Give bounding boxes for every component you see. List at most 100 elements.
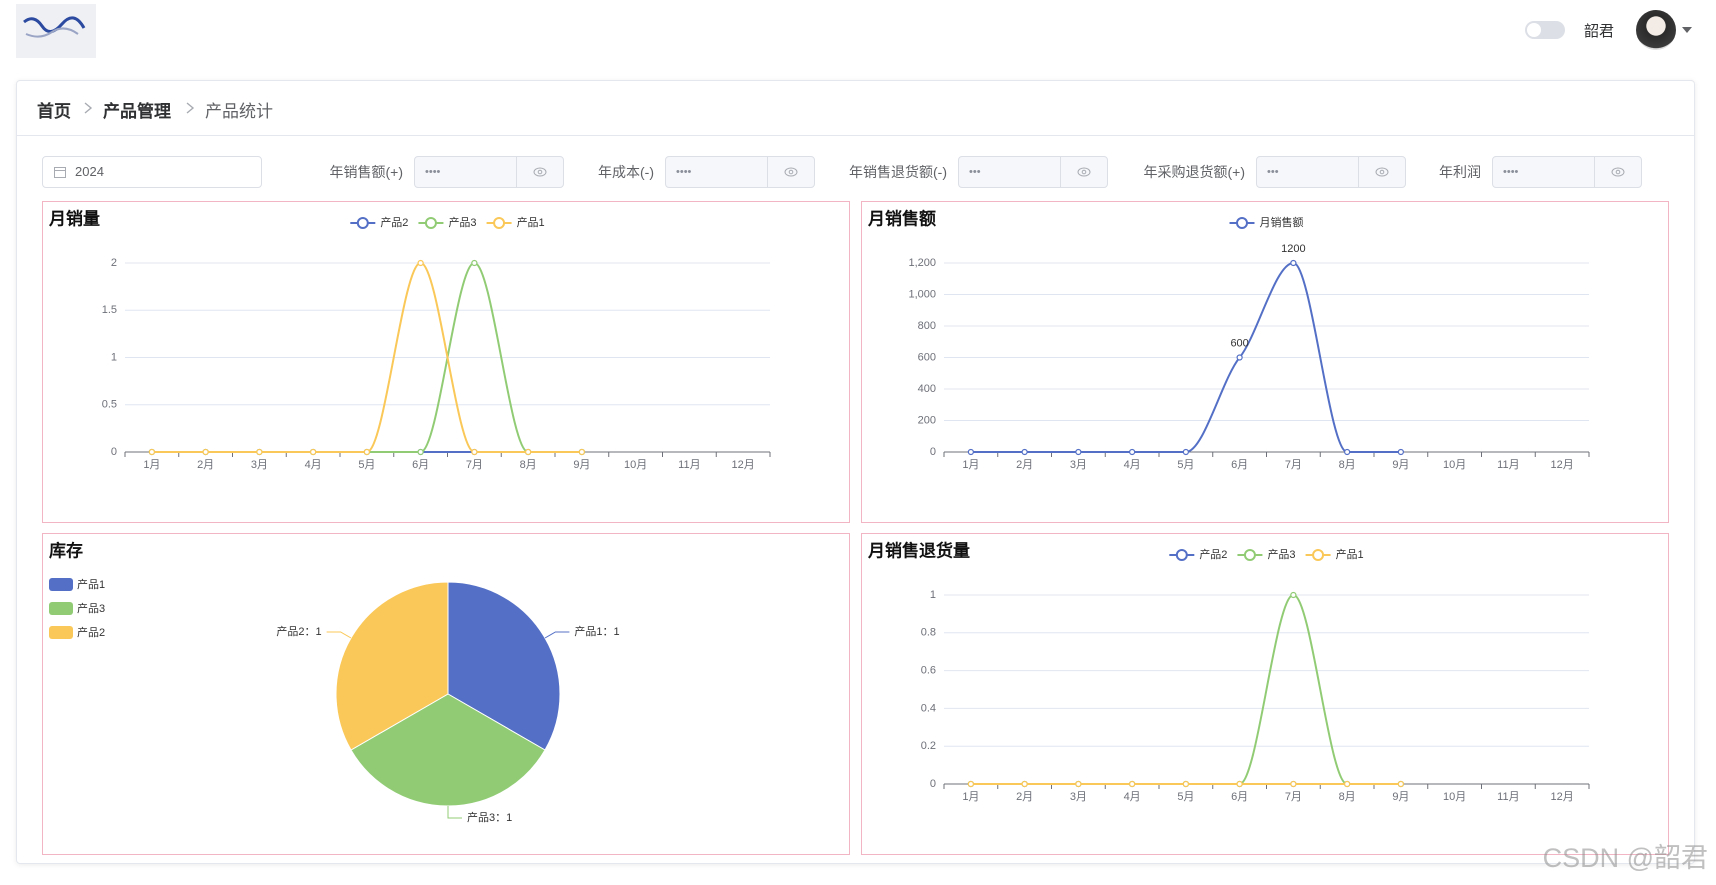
logo[interactable] bbox=[16, 4, 96, 58]
legend-label: 月销售额 bbox=[1260, 215, 1304, 229]
y-tick-label: 0 bbox=[930, 446, 936, 458]
data-point bbox=[471, 259, 478, 267]
eye-toggle[interactable] bbox=[516, 157, 563, 187]
password-input[interactable]: ••• bbox=[1256, 156, 1406, 188]
data-point bbox=[1075, 448, 1082, 456]
x-tick-label: 6月 bbox=[412, 459, 429, 471]
breadcrumb-item: 产品统计 bbox=[205, 102, 273, 121]
breadcrumb-separator bbox=[186, 102, 195, 114]
data-point bbox=[256, 448, 263, 456]
data-point bbox=[471, 448, 478, 456]
data-point bbox=[202, 448, 209, 456]
x-tick-label: 3月 bbox=[1070, 459, 1087, 471]
watermark: CSDN @韶君 bbox=[1542, 843, 1708, 873]
y-tick-label: 1.5 bbox=[102, 304, 117, 316]
legend-icon bbox=[1236, 217, 1248, 229]
x-tick-label: 3月 bbox=[1070, 791, 1087, 803]
user-caret[interactable] bbox=[1682, 26, 1692, 34]
x-tick-label: 10月 bbox=[1443, 791, 1466, 803]
data-point bbox=[1397, 780, 1404, 788]
chart-title: 月销售退货量 bbox=[867, 540, 970, 560]
data-point bbox=[417, 448, 424, 456]
x-tick-label: 4月 bbox=[305, 459, 322, 471]
chart-title: 库存 bbox=[49, 540, 83, 560]
y-tick-label: 0.6 bbox=[921, 665, 936, 677]
eye-icon bbox=[784, 167, 798, 177]
chart-panel: 库存 产品1 产品3 产品2 产品1：1 产品3：1 产品2：1 bbox=[42, 533, 850, 855]
x-tick-label: 4月 bbox=[1124, 459, 1141, 471]
data-point bbox=[525, 448, 532, 456]
eye-toggle[interactable] bbox=[1358, 157, 1405, 187]
theme-toggle[interactable] bbox=[1525, 21, 1565, 39]
legend-label: 产品2 bbox=[380, 215, 408, 229]
data-point bbox=[1290, 259, 1297, 267]
password-input[interactable]: ••• bbox=[958, 156, 1108, 188]
eye-icon bbox=[1375, 167, 1389, 177]
y-tick-label: 1,000 bbox=[908, 288, 936, 300]
calendar-icon bbox=[54, 167, 66, 178]
x-tick-label: 7月 bbox=[1285, 791, 1302, 803]
x-tick-label: 11月 bbox=[1497, 791, 1519, 803]
avatar[interactable] bbox=[1636, 10, 1676, 50]
password-input[interactable]: •••• bbox=[665, 156, 815, 188]
data-label: 1200 bbox=[1281, 243, 1305, 255]
y-tick-label: 0 bbox=[930, 778, 936, 790]
field-label: 年销售额(+) bbox=[329, 164, 404, 180]
x-tick-label: 1月 bbox=[962, 791, 979, 803]
y-tick-label: 0.5 bbox=[102, 399, 117, 411]
x-tick-label: 10月 bbox=[1443, 459, 1466, 471]
series-line bbox=[151, 261, 582, 453]
field-label: 年利润 bbox=[1439, 164, 1481, 180]
data-point bbox=[417, 259, 424, 267]
x-tick-label: 12月 bbox=[1551, 791, 1574, 803]
chart-title: 月销量 bbox=[48, 208, 100, 228]
eye-toggle[interactable] bbox=[1060, 157, 1107, 187]
chart-title: 月销售额 bbox=[867, 208, 936, 228]
x-tick-label: 10月 bbox=[624, 459, 647, 471]
data-point bbox=[1129, 448, 1136, 456]
breadcrumb-item[interactable]: 首页 bbox=[37, 102, 71, 121]
legend-label: 产品3 bbox=[77, 601, 105, 615]
data-point bbox=[1129, 780, 1136, 788]
label-leader bbox=[544, 631, 570, 639]
legend-icon bbox=[493, 217, 506, 229]
y-tick-label: 0.8 bbox=[921, 627, 936, 639]
x-tick-label: 5月 bbox=[1177, 459, 1194, 471]
y-tick-label: 1,200 bbox=[908, 257, 936, 269]
x-tick-label: 12月 bbox=[732, 459, 755, 471]
x-tick-label: 11月 bbox=[678, 459, 700, 471]
eye-toggle[interactable] bbox=[767, 157, 814, 187]
eye-icon bbox=[533, 167, 547, 177]
eye-icon bbox=[1611, 167, 1625, 177]
eye-toggle[interactable] bbox=[1594, 157, 1641, 187]
data-point bbox=[1075, 780, 1082, 788]
data-point bbox=[148, 448, 155, 456]
legend-label: 产品3 bbox=[1267, 547, 1295, 561]
field-label: 年销售退货额(-) bbox=[849, 164, 947, 180]
data-point bbox=[1290, 780, 1297, 788]
y-tick-label: 400 bbox=[918, 383, 936, 395]
series-line bbox=[970, 261, 1401, 453]
x-tick-label: 5月 bbox=[1177, 791, 1194, 803]
x-tick-label: 1月 bbox=[143, 459, 160, 471]
y-tick-label: 600 bbox=[918, 351, 936, 363]
password-input[interactable]: •••• bbox=[1492, 156, 1642, 188]
data-point bbox=[310, 448, 317, 456]
legend-icon bbox=[1243, 549, 1256, 561]
breadcrumb-item[interactable]: 产品管理 bbox=[103, 102, 171, 121]
user-name[interactable]: 韶君 bbox=[1584, 23, 1615, 40]
chart: 月销量 产品2 产品3 产品1 0 0.5 1 1.5 2 1月 2月 3月 4月 5月 6月 7月 8月 9月 1… bbox=[48, 208, 771, 471]
x-tick-label: 4月 bbox=[1124, 791, 1141, 803]
x-tick-label: 9月 bbox=[573, 459, 590, 471]
password-input[interactable]: •••• bbox=[414, 156, 564, 188]
x-tick-label: 8月 bbox=[520, 459, 537, 471]
slice-label: 产品1：1 bbox=[574, 624, 619, 638]
legend-icon bbox=[49, 626, 73, 639]
data-point bbox=[1397, 448, 1404, 456]
y-tick-label: 200 bbox=[918, 414, 936, 426]
year-picker[interactable]: 2024 bbox=[42, 156, 262, 188]
x-tick-label: 12月 bbox=[1551, 459, 1574, 471]
x-tick-label: 5月 bbox=[358, 459, 375, 471]
